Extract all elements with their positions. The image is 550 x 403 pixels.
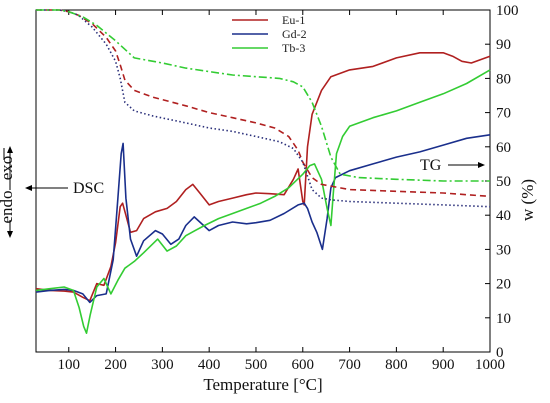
y-tick-label: 50 xyxy=(496,174,511,190)
y-tick-label: 100 xyxy=(496,3,519,19)
series-line-dsc-eu-1 xyxy=(35,52,491,302)
y-axis-label-right: w (%) xyxy=(518,179,537,221)
x-axis-label: Temperature [°C] xyxy=(203,375,322,394)
y-tick-label: 0 xyxy=(496,345,504,361)
x-tick-label: 600 xyxy=(292,357,315,373)
series-line-tg-tb-3 xyxy=(36,9,490,182)
x-tick-label: 700 xyxy=(338,357,361,373)
x-tick-label: 300 xyxy=(151,357,174,373)
y-tick-label: 60 xyxy=(496,140,511,156)
tg-annotation: TG xyxy=(420,157,485,174)
legend-label: Tb-3 xyxy=(282,41,305,55)
y-tick-label: 40 xyxy=(496,208,511,224)
y-tick-label: 90 xyxy=(496,37,511,53)
legend: Eu-1Gd-2Tb-3 xyxy=(232,13,307,55)
legend-label: Gd-2 xyxy=(282,27,307,41)
tg-annotation-label: TG xyxy=(420,157,442,174)
x-tick-label: 800 xyxy=(385,357,408,373)
legend-label: Eu-1 xyxy=(282,13,305,27)
x-tick-label: 200 xyxy=(104,357,127,373)
y-tick-label: 20 xyxy=(496,277,511,293)
x-tick-label: 1000 xyxy=(475,357,505,373)
endo-exo-indicator: endo exo xyxy=(0,146,16,238)
x-tick-label: 900 xyxy=(432,357,455,373)
exo-label: exo xyxy=(0,156,16,181)
endo-label: endo xyxy=(0,190,16,223)
series-layer xyxy=(35,9,491,334)
x-tick-label: 500 xyxy=(245,357,268,373)
dsc-annotation-label: DSC xyxy=(73,180,104,197)
dsc-annotation: DSC xyxy=(25,180,104,197)
x-tick-label: 400 xyxy=(198,357,221,373)
x-tick-label: 100 xyxy=(58,357,81,373)
y-tick-label: 80 xyxy=(496,71,511,87)
series-line-tg-gd-2 xyxy=(36,9,491,208)
y-tick-label: 30 xyxy=(496,242,511,258)
series-line-dsc-tb-3 xyxy=(35,69,491,334)
y-tick-label: 70 xyxy=(496,106,511,122)
y-tick-label: 10 xyxy=(496,311,511,327)
series-line-tg-eu-1 xyxy=(36,9,491,198)
